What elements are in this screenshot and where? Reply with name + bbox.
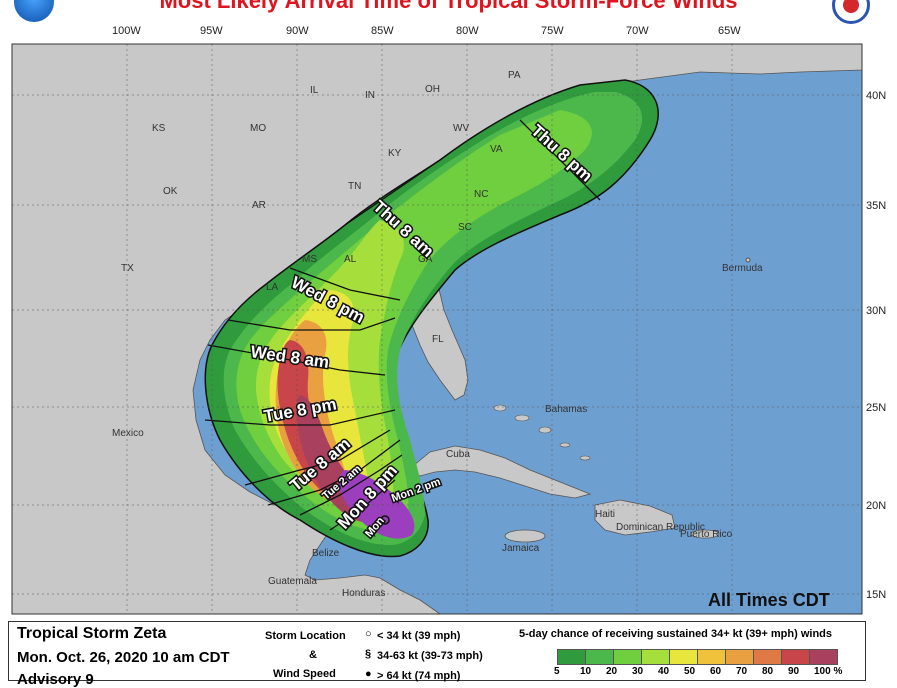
- place-labels: Bermuda Bahamas Cuba Mexico Haiti Domini…: [112, 263, 763, 599]
- place-label: Belize: [312, 548, 340, 559]
- state-label: LA: [266, 282, 279, 293]
- land-bermuda: [745, 257, 751, 263]
- place-label: Honduras: [342, 588, 385, 599]
- color-swatch: [753, 649, 782, 665]
- place-label: Bahamas: [545, 404, 587, 415]
- scale-label: 10: [580, 666, 592, 677]
- key-tropical-storm: 34-63 kt (39-73 mph): [377, 650, 483, 662]
- state-label: FL: [432, 334, 444, 345]
- place-label: Jamaica: [502, 543, 540, 554]
- color-swatch: [697, 649, 726, 665]
- state-label: AR: [252, 200, 266, 211]
- state-label: MO: [250, 123, 266, 134]
- scale-label: 60: [710, 666, 722, 677]
- land-jamaica: [504, 529, 546, 543]
- state-label: SC: [458, 222, 472, 233]
- scale-label: 40: [658, 666, 670, 677]
- place-label: Haiti: [595, 509, 615, 520]
- lat-label: 30N: [866, 305, 886, 317]
- lon-label: 90W: [286, 25, 309, 37]
- place-label: Mexico: [112, 428, 144, 439]
- land-puerto-rico: [690, 529, 720, 539]
- tropical-storm-icon: §: [365, 648, 372, 660]
- color-swatch: [809, 649, 838, 665]
- state-label: IL: [310, 85, 319, 96]
- place-label: Bermuda: [722, 263, 763, 274]
- color-swatch: [557, 649, 586, 665]
- scale-label: 5: [554, 666, 560, 677]
- state-label: VA: [490, 144, 503, 155]
- state-label: AL: [344, 254, 357, 265]
- color-swatch: [613, 649, 642, 665]
- hurricane-icon: ●: [365, 668, 372, 680]
- state-label: KS: [152, 123, 166, 134]
- page-title: Most Likely Arrival Time of Tropical Sto…: [159, 0, 738, 13]
- lat-label: 15N: [866, 589, 886, 601]
- scale-label: 90: [788, 666, 800, 677]
- lat-label: 40N: [866, 90, 886, 102]
- state-label: NC: [474, 189, 488, 200]
- lat-label: 25N: [866, 402, 886, 414]
- advisory-number: Advisory 9: [17, 671, 94, 688]
- storm-location-label: Storm Location: [265, 630, 346, 642]
- latitude-labels: 40N 35N 30N 25N 20N 15N: [866, 90, 886, 601]
- land-cuba: [407, 445, 592, 499]
- scale-label: 80: [762, 666, 774, 677]
- place-label: Guatemala: [268, 576, 317, 587]
- scale-label: 70: [736, 666, 748, 677]
- lon-label: 95W: [200, 25, 223, 37]
- place-label: Dominican Republic: [616, 522, 705, 533]
- lon-label: 100W: [112, 25, 141, 37]
- lon-label: 70W: [626, 25, 649, 37]
- advisory-date: Mon. Oct. 26, 2020 10 am CDT: [17, 649, 230, 666]
- color-swatch: [781, 649, 810, 665]
- color-swatch: [585, 649, 614, 665]
- legend-panel: Tropical Storm Zeta Mon. Oct. 26, 2020 1…: [8, 621, 866, 688]
- key-weak: < 34 kt (39 mph): [377, 630, 461, 642]
- key-hurricane: > 64 kt (74 mph): [377, 670, 461, 682]
- storm-name: Tropical Storm Zeta: [17, 625, 167, 642]
- and-label: &: [309, 649, 317, 661]
- circle-icon: ○: [365, 628, 372, 640]
- color-swatch: [641, 649, 670, 665]
- state-label: PA: [508, 70, 521, 81]
- state-labels: PA IL IN OH KS MO KY WV VA OK AR TN NC S…: [121, 70, 521, 345]
- time-zone-note: All Times CDT: [708, 590, 830, 610]
- state-label: OK: [163, 186, 178, 197]
- wind-speed-label: Wind Speed: [273, 668, 336, 680]
- state-label: WV: [453, 123, 469, 134]
- lon-label: 80W: [456, 25, 479, 37]
- state-label: MS: [302, 254, 317, 265]
- lat-label: 20N: [866, 500, 886, 512]
- scale-label: 30: [632, 666, 644, 677]
- land-bahamas: [493, 404, 591, 461]
- land-hispaniola: [594, 499, 676, 536]
- lon-label: 75W: [541, 25, 564, 37]
- longitude-labels: 100W 95W 90W 85W 80W 75W 70W 65W: [112, 25, 741, 37]
- state-label: OH: [425, 84, 440, 95]
- scale-label: 50: [684, 666, 696, 677]
- lat-label: 35N: [866, 200, 886, 212]
- scale-label: 100 %: [814, 666, 843, 677]
- state-label: KY: [388, 148, 402, 159]
- state-label: GA: [418, 254, 433, 265]
- place-label: Cuba: [446, 449, 470, 460]
- state-label: TX: [121, 263, 134, 274]
- color-swatch: [669, 649, 698, 665]
- scale-label: 20: [606, 666, 618, 677]
- state-label: IN: [365, 90, 375, 101]
- lon-label: 65W: [718, 25, 741, 37]
- noaa-logo: [14, 0, 54, 22]
- probability-color-bar: [557, 649, 838, 665]
- lon-label: 85W: [371, 25, 394, 37]
- graticule: [12, 44, 862, 614]
- color-swatch: [725, 649, 754, 665]
- state-label: TN: [348, 181, 361, 192]
- place-label: Puerto Rico: [680, 529, 733, 540]
- probability-title: 5-day chance of receiving sustained 34+ …: [519, 628, 832, 640]
